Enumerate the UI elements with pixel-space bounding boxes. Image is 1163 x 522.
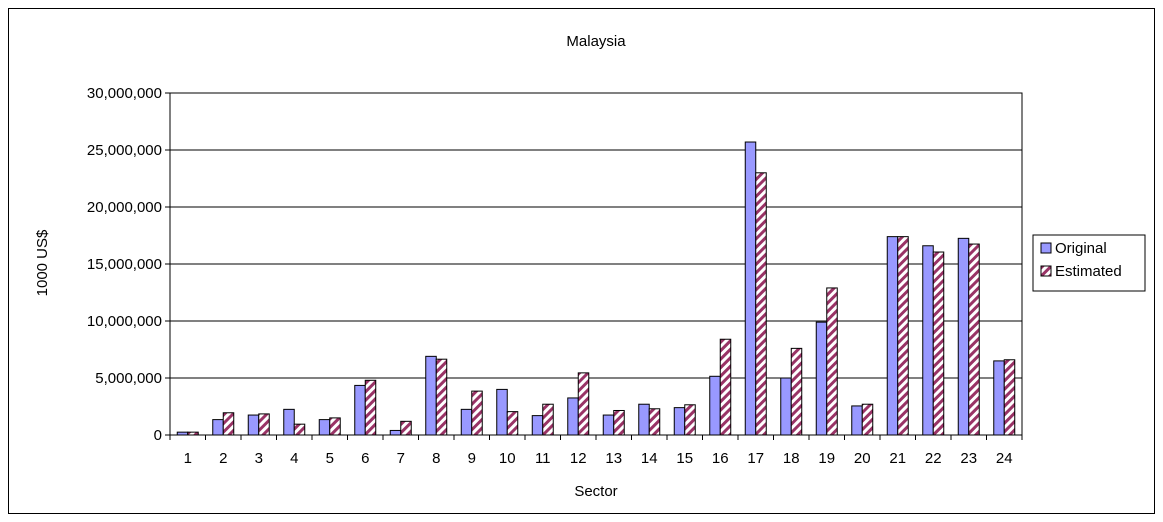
bar-original bbox=[496, 388, 508, 436]
plot-area: 0 5,000,000 10,000,000 15,000,000 20,000,000… bbox=[87, 85, 1023, 467]
y-tick-label: 0 bbox=[154, 427, 162, 444]
bar-estimated bbox=[471, 390, 483, 436]
bar-estimated bbox=[258, 413, 270, 436]
bar-estimated bbox=[826, 287, 838, 436]
bar-original bbox=[283, 408, 295, 436]
bar-estimated bbox=[293, 423, 306, 436]
x-tick-label: 15 bbox=[676, 450, 693, 467]
bar-original bbox=[851, 405, 863, 436]
y-tick-label: 10,000,000 bbox=[87, 313, 162, 330]
x-tick-label: 21 bbox=[889, 450, 906, 467]
bar-estimated bbox=[897, 236, 909, 436]
bar-original bbox=[460, 408, 473, 436]
bar-estimated bbox=[684, 404, 696, 436]
x-tick-label: 7 bbox=[397, 450, 405, 467]
bar-original bbox=[318, 419, 331, 436]
bar-estimated bbox=[577, 372, 590, 436]
x-tick-label: 22 bbox=[925, 450, 942, 467]
bar-original bbox=[993, 360, 1005, 436]
bar-original bbox=[247, 414, 260, 436]
bar-estimated bbox=[542, 403, 554, 436]
bar-original bbox=[673, 407, 686, 436]
x-axis-label: Sector bbox=[574, 483, 617, 500]
bar-estimated bbox=[187, 431, 199, 436]
x-tick-label: 11 bbox=[535, 450, 551, 467]
bar-original bbox=[922, 245, 934, 436]
y-tick-label: 25,000,000 bbox=[87, 142, 162, 159]
bar-original bbox=[389, 429, 402, 436]
x-tick-label: 5 bbox=[326, 450, 334, 467]
bar-estimated bbox=[364, 379, 377, 436]
bar-original bbox=[957, 237, 970, 436]
bar-estimated bbox=[506, 411, 519, 436]
x-tick-label: 14 bbox=[641, 450, 658, 467]
y-axis-label: 1000 US$ bbox=[34, 229, 51, 296]
bar-original bbox=[780, 377, 792, 436]
x-tick-label: 24 bbox=[996, 450, 1013, 467]
bar-estimated bbox=[400, 420, 412, 436]
legend-box bbox=[1032, 234, 1146, 292]
bar-estimated bbox=[329, 417, 341, 436]
bar-original bbox=[709, 375, 721, 436]
bar-estimated bbox=[222, 412, 235, 436]
bar-original bbox=[638, 403, 650, 436]
bar-original bbox=[815, 321, 828, 436]
bar-original bbox=[567, 397, 579, 436]
bar-original bbox=[176, 431, 189, 436]
bar-original bbox=[425, 355, 437, 436]
legend-label-estimated: Estimated bbox=[1055, 263, 1122, 280]
x-tick-label: 20 bbox=[854, 450, 871, 467]
x-tick-label: 12 bbox=[570, 450, 587, 467]
chart-title: Malaysia bbox=[566, 33, 626, 50]
x-tick-label: 10 bbox=[499, 450, 516, 467]
bar-estimated bbox=[719, 338, 732, 436]
bar-estimated bbox=[613, 409, 625, 436]
x-tick-label: 19 bbox=[818, 450, 835, 467]
y-tick-label: 30,000,000 bbox=[87, 85, 162, 102]
y-tick-label: 5,000,000 bbox=[95, 370, 162, 387]
bar-original bbox=[886, 236, 899, 436]
legend-label-original: Original bbox=[1055, 240, 1107, 257]
x-tick-label: 2 bbox=[219, 450, 227, 467]
bar-original bbox=[602, 414, 615, 436]
bar-estimated bbox=[861, 403, 874, 436]
x-tick-label: 13 bbox=[605, 450, 622, 467]
legend-swatch-original bbox=[1040, 242, 1052, 254]
bar-original bbox=[531, 415, 544, 436]
legend-swatch-estimated bbox=[1040, 265, 1052, 277]
bar-estimated bbox=[755, 172, 767, 436]
bar-estimated bbox=[648, 408, 661, 436]
y-tick-label: 15,000,000 bbox=[87, 256, 162, 273]
bar-estimated bbox=[932, 251, 945, 436]
bar-original bbox=[212, 419, 224, 436]
x-tick-label: 9 bbox=[468, 450, 476, 467]
bar-original bbox=[354, 384, 366, 436]
x-tick-label: 8 bbox=[432, 450, 440, 467]
x-tick-label: 17 bbox=[747, 450, 764, 467]
x-tick-label: 23 bbox=[960, 450, 977, 467]
x-tick-label: 6 bbox=[361, 450, 369, 467]
x-tick-label: 1 bbox=[184, 450, 192, 467]
x-tick-label: 3 bbox=[255, 450, 263, 467]
legend: Original Estimated bbox=[1032, 234, 1146, 292]
x-tick-label: 4 bbox=[290, 450, 298, 467]
x-tick-label: 16 bbox=[712, 450, 729, 467]
y-tick-label: 20,000,000 bbox=[87, 199, 162, 216]
bar-estimated bbox=[435, 358, 448, 436]
bar-estimated bbox=[790, 347, 803, 436]
bar-estimated bbox=[1003, 359, 1016, 436]
bar-original bbox=[744, 141, 757, 436]
x-tick-label: 18 bbox=[783, 450, 800, 467]
bar-estimated bbox=[968, 243, 980, 436]
